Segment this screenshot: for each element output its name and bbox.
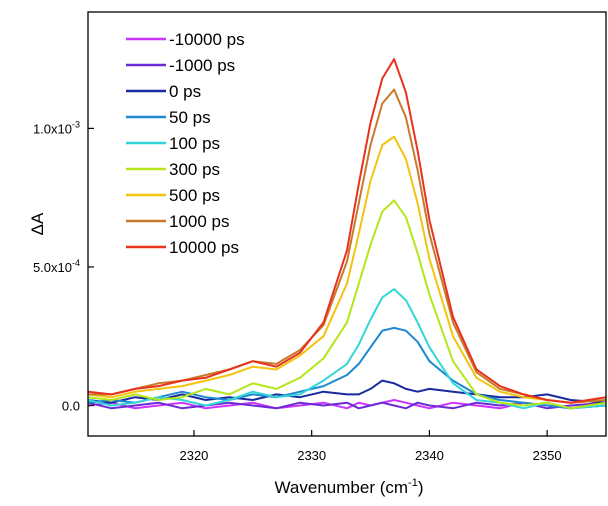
x-axis-title-text: Wavenumber (cm (275, 478, 409, 497)
legend-label-6: 500 ps (169, 186, 220, 205)
y-tick-label: 1.0x10-3 (33, 119, 80, 136)
legend-label-2: 0 ps (169, 82, 201, 101)
legend-label-1: -1000 ps (169, 56, 235, 75)
x-tick-label: 2340 (415, 448, 444, 463)
y-tick-exponent: -4 (72, 258, 80, 268)
legend-label-7: 1000 ps (169, 212, 230, 231)
legend-label-4: 100 ps (169, 134, 220, 153)
series-line-5 (87, 199, 607, 410)
y-axis-title: ΔA (28, 212, 47, 235)
series-line-4 (87, 288, 607, 410)
legend-label-3: 50 ps (169, 108, 211, 127)
series-line-1 (87, 401, 607, 410)
legend-label-8: 10000 ps (169, 238, 239, 257)
x-axis: 2320 2330 2340 2350 (179, 430, 562, 463)
y-tick-exponent: -3 (72, 119, 80, 129)
x-axis-title-superscript: -1 (408, 477, 418, 489)
y-axis: 0.0 5.0x10-4 1.0x10-3 (33, 119, 94, 414)
series-line-8 (87, 58, 607, 404)
series-line-3 (87, 326, 607, 410)
x-tick-label: 2320 (179, 448, 208, 463)
series-line-6 (87, 135, 607, 404)
plot-frame (87, 11, 607, 437)
y-tick-label: 0.0 (62, 399, 80, 414)
x-tick-label: 2330 (297, 448, 326, 463)
y-tick-label: 5.0x10-4 (33, 258, 80, 275)
legend-label-5: 300 ps (169, 160, 220, 179)
x-axis-title-close: ) (418, 478, 424, 497)
x-axis-title: Wavenumber (cm-1) (275, 477, 424, 497)
legend-label-0: -10000 ps (169, 30, 245, 49)
x-tick-label: 2350 (533, 448, 562, 463)
legend: -10000 ps -1000 ps 0 ps 50 ps 100 ps 300 ps 50… (126, 30, 245, 257)
plot-lines (87, 58, 607, 410)
series-line-0 (87, 399, 607, 410)
